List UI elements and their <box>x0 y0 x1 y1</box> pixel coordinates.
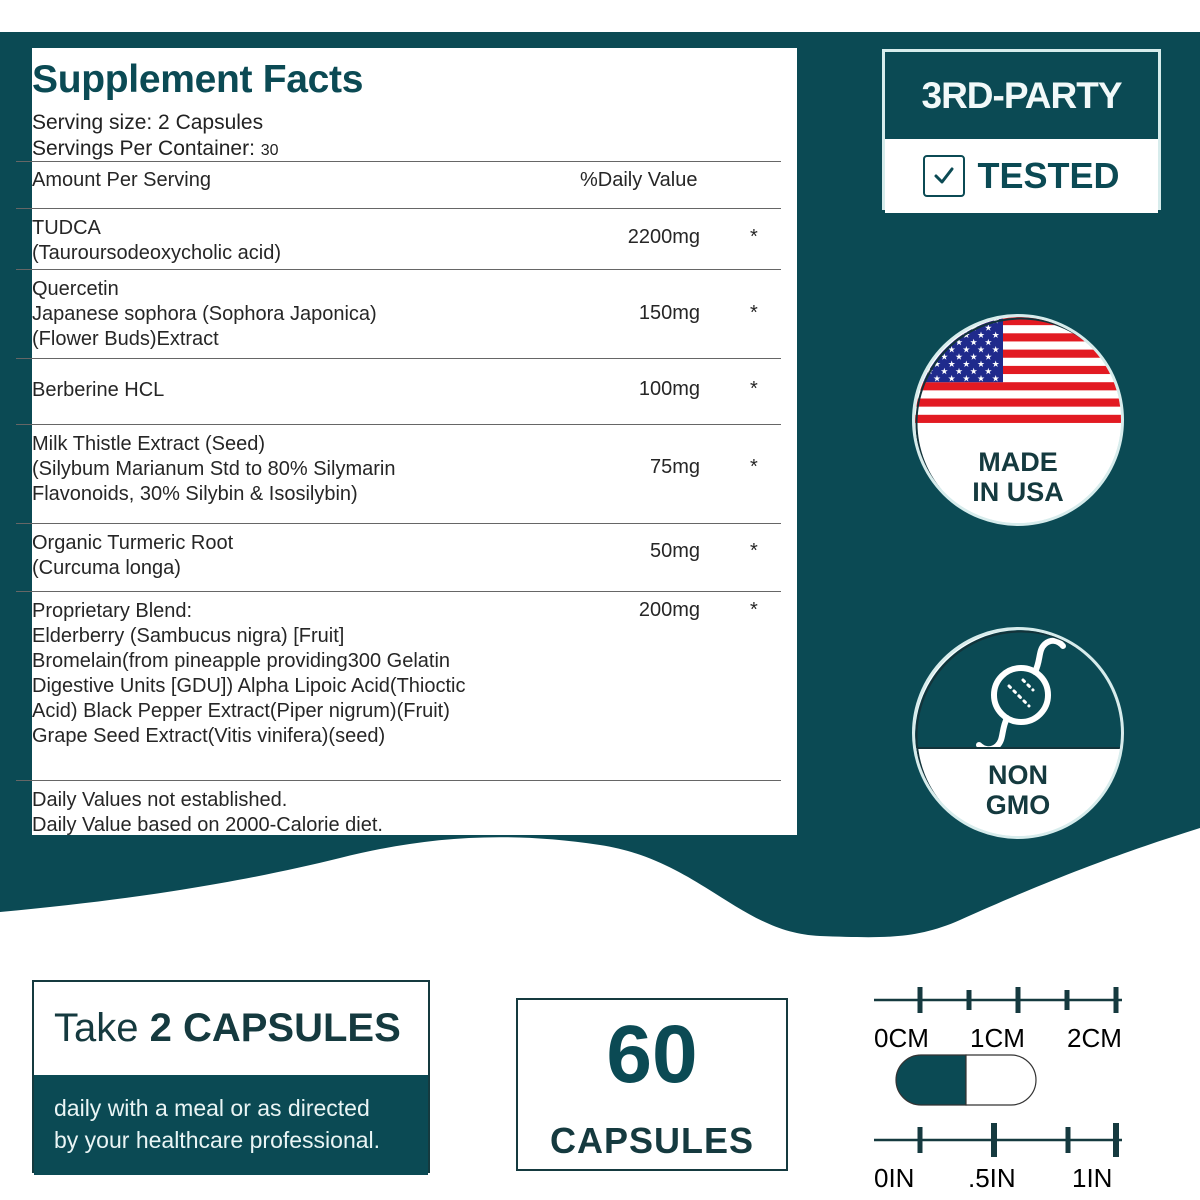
svg-text:1IN: 1IN <box>1072 1163 1112 1193</box>
svg-text:1CM: 1CM <box>970 1023 1025 1053</box>
svg-text:0CM: 0CM <box>874 1023 929 1053</box>
svg-text:0IN: 0IN <box>874 1163 914 1193</box>
svg-text:.5IN: .5IN <box>968 1163 1016 1193</box>
svg-text:2CM: 2CM <box>1067 1023 1122 1053</box>
